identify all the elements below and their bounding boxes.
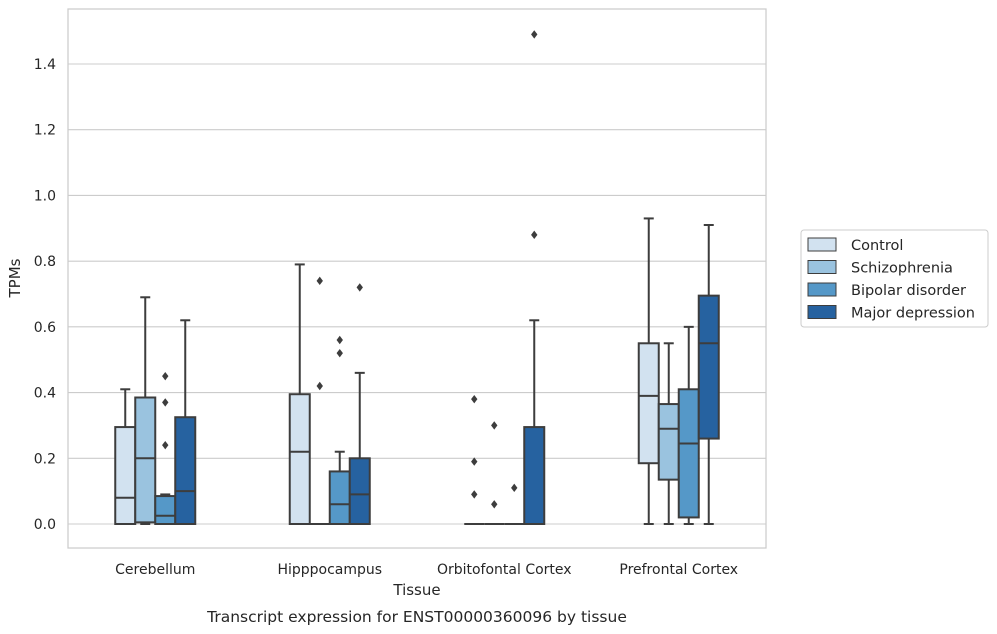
outlier-point [491, 500, 498, 509]
outlier-point [162, 440, 169, 450]
x-tick-label: Cerebellum [115, 562, 195, 578]
y-tick-labels: 0.0 0.2 0.4 0.6 0.8 1.0 1.2 1.4 [34, 57, 56, 533]
box-0-1 [288, 263, 311, 526]
y-tick-label: 0.2 [34, 451, 56, 467]
box-1-0 [134, 296, 157, 525]
outlier-point [336, 335, 343, 345]
outlier-point [316, 276, 323, 286]
box-2-3 [677, 325, 700, 525]
x-axis-title: Tissue [392, 581, 440, 599]
legend-swatch [807, 282, 837, 297]
box-1-2 [484, 421, 505, 525]
box-1-1 [309, 276, 330, 525]
box-body [657, 403, 680, 481]
y-tick-label: 0.8 [34, 254, 56, 270]
outlier-point [316, 381, 323, 391]
outlier-point [356, 283, 363, 292]
legend-label: Control [851, 238, 903, 254]
legend-swatch [807, 260, 837, 274]
box-3-0 [174, 319, 197, 526]
outlier-point [162, 398, 169, 407]
chart-caption: Transcript expression for ENST0000036009… [206, 608, 627, 626]
box-body [288, 393, 311, 526]
box-3-1 [348, 283, 371, 525]
box-3-2 [523, 30, 546, 526]
box-layer [114, 30, 720, 526]
y-tick-label: 1.2 [34, 123, 56, 139]
legend-swatch [807, 237, 837, 252]
box-body [154, 495, 177, 526]
legend-label: Bipolar disorder [851, 283, 966, 299]
plot-area-frame [67, 8, 767, 549]
outlier-point [531, 230, 538, 240]
y-tick-label: 1.0 [34, 188, 56, 204]
outlier-point [471, 394, 478, 404]
box-body [637, 342, 660, 465]
box-body [348, 457, 371, 525]
x-tick-label: Orbitofontal Cortex [437, 562, 572, 578]
box-body [114, 426, 137, 526]
legend-swatch [807, 305, 837, 319]
y-tick-label: 0.6 [34, 320, 56, 336]
box-0-3 [637, 217, 660, 525]
y-tick-label: 0.0 [34, 517, 56, 533]
outlier-point [162, 371, 169, 381]
x-tick-label: Hipppocampus [277, 562, 382, 578]
y-axis-title: TPMs [6, 258, 24, 298]
outlier-point [511, 483, 518, 493]
box-body [523, 426, 546, 526]
outlier-point [491, 421, 498, 430]
box-body [697, 294, 720, 440]
x-tick-labels: Cerebellum Hipppocampus Orbitofontal Corte… [115, 562, 738, 578]
box-1-3 [657, 342, 680, 525]
outlier-point [471, 490, 478, 499]
box-0-2 [464, 394, 485, 525]
box-body [134, 396, 157, 524]
y-tick-label: 0.4 [34, 386, 56, 402]
outlier-point [471, 457, 478, 466]
box-0-0 [114, 388, 137, 526]
x-tick-label: Prefrontal Cortex [619, 562, 738, 578]
y-tick-label: 1.4 [34, 57, 56, 73]
outlier-point [531, 30, 538, 39]
legend-frame [800, 229, 989, 328]
box-body [174, 416, 197, 526]
box-2-1 [328, 335, 351, 525]
box-body [677, 388, 700, 519]
legend: Control Schizophrenia Bipolar disorder Majo… [800, 229, 989, 328]
box-body [328, 470, 351, 525]
box-2-2 [504, 483, 525, 525]
legend-label: Schizophrenia [851, 261, 953, 277]
legend-label: Major depression [851, 306, 975, 322]
outlier-point [336, 348, 343, 358]
box-2-0 [154, 371, 177, 526]
box-3-3 [697, 224, 720, 525]
